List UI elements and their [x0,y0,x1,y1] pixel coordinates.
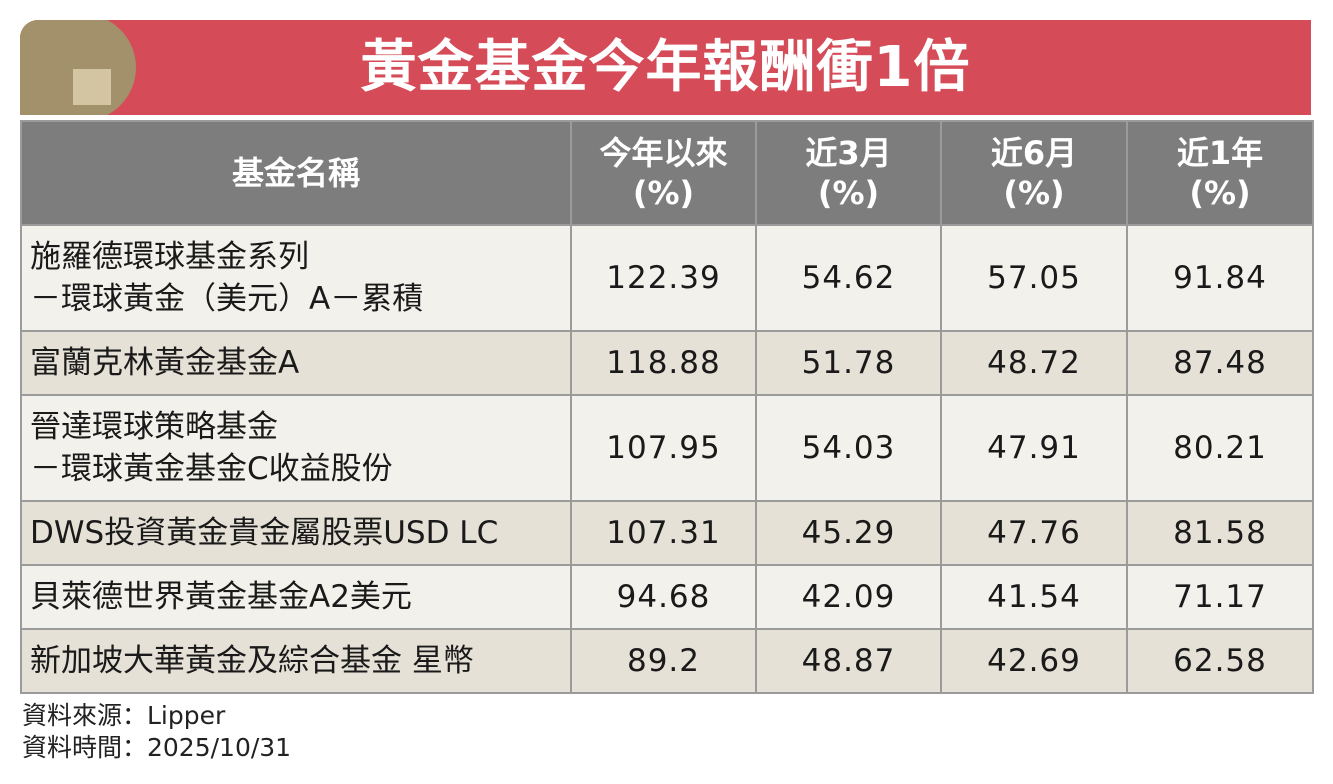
header-1y: 近1年 (%) [1126,120,1314,226]
table-row: 貝萊德世界黃金基金A2美元 94.68 42.09 41.54 71.17 [20,564,1314,630]
6m-cell: 47.76 [940,500,1128,566]
header-ytd: 今年以來 (%) [570,120,757,226]
1y-cell: 87.48 [1126,330,1314,396]
ytd-cell: 122.39 [570,224,757,332]
3m-cell: 54.03 [755,394,942,502]
fund-name-cell: 施羅德環球基金系列 －環球黃金（美元）A－累積 [20,224,572,332]
1y-cell: 81.58 [1126,500,1314,566]
6m-cell: 41.54 [940,564,1128,630]
header-3m: 近3月 (%) [755,120,942,226]
3m-cell: 42.09 [755,564,942,630]
header-row: 基金名稱 今年以來 (%) 近3月 (%) 近6月 (%) 近1年 (%) [20,120,1314,226]
footer-notes: 資料來源：Lipper 資料時間：2025/10/31 [22,700,291,764]
table-row: 富蘭克林黃金基金A 118.88 51.78 48.72 87.48 [20,330,1314,396]
data-source: 資料來源：Lipper [22,701,226,730]
title-banner: 黃金基金今年報酬衝1倍 [20,20,1311,115]
ytd-cell: 89.2 [570,628,757,694]
page-title: 黃金基金今年報酬衝1倍 [360,35,971,100]
6m-cell: 47.91 [940,394,1128,502]
ytd-cell: 94.68 [570,564,757,630]
6m-cell: 57.05 [940,224,1128,332]
1y-cell: 71.17 [1126,564,1314,630]
ytd-cell: 118.88 [570,330,757,396]
fund-name-cell: 富蘭克林黃金基金A [20,330,572,396]
3m-cell: 45.29 [755,500,942,566]
table-row: 新加坡大華黃金及綜合基金 星幣 89.2 48.87 42.69 62.58 [20,628,1314,694]
table-row: 晉達環球策略基金 －環球黃金基金C收益股份 107.95 54.03 47.91 … [20,394,1314,502]
3m-cell: 51.78 [755,330,942,396]
3m-cell: 48.87 [755,628,942,694]
fund-name-cell: 晉達環球策略基金 －環球黃金基金C收益股份 [20,394,572,502]
table-row: DWS投資黃金貴金屬股票USD LC 107.31 45.29 47.76 81… [20,500,1314,566]
table-row: 施羅德環球基金系列 －環球黃金（美元）A－累積 122.39 54.62 57.0… [20,224,1314,332]
1y-cell: 91.84 [1126,224,1314,332]
fund-name-cell: DWS投資黃金貴金屬股票USD LC [20,500,572,566]
banner-square-icon [73,69,111,105]
data-date: 資料時間：2025/10/31 [22,733,292,762]
6m-cell: 48.72 [940,330,1128,396]
3m-cell: 54.62 [755,224,942,332]
ytd-cell: 107.95 [570,394,757,502]
fund-name-cell: 新加坡大華黃金及綜合基金 星幣 [20,628,572,694]
header-fund-name: 基金名稱 [20,120,572,226]
1y-cell: 62.58 [1126,628,1314,694]
1y-cell: 80.21 [1126,394,1314,502]
header-6m: 近6月 (%) [940,120,1128,226]
fund-returns-table: 基金名稱 今年以來 (%) 近3月 (%) 近6月 (%) 近1年 (%) 施羅德環球基… [20,120,1314,694]
ytd-cell: 107.31 [570,500,757,566]
6m-cell: 42.69 [940,628,1128,694]
fund-name-cell: 貝萊德世界黃金基金A2美元 [20,564,572,630]
